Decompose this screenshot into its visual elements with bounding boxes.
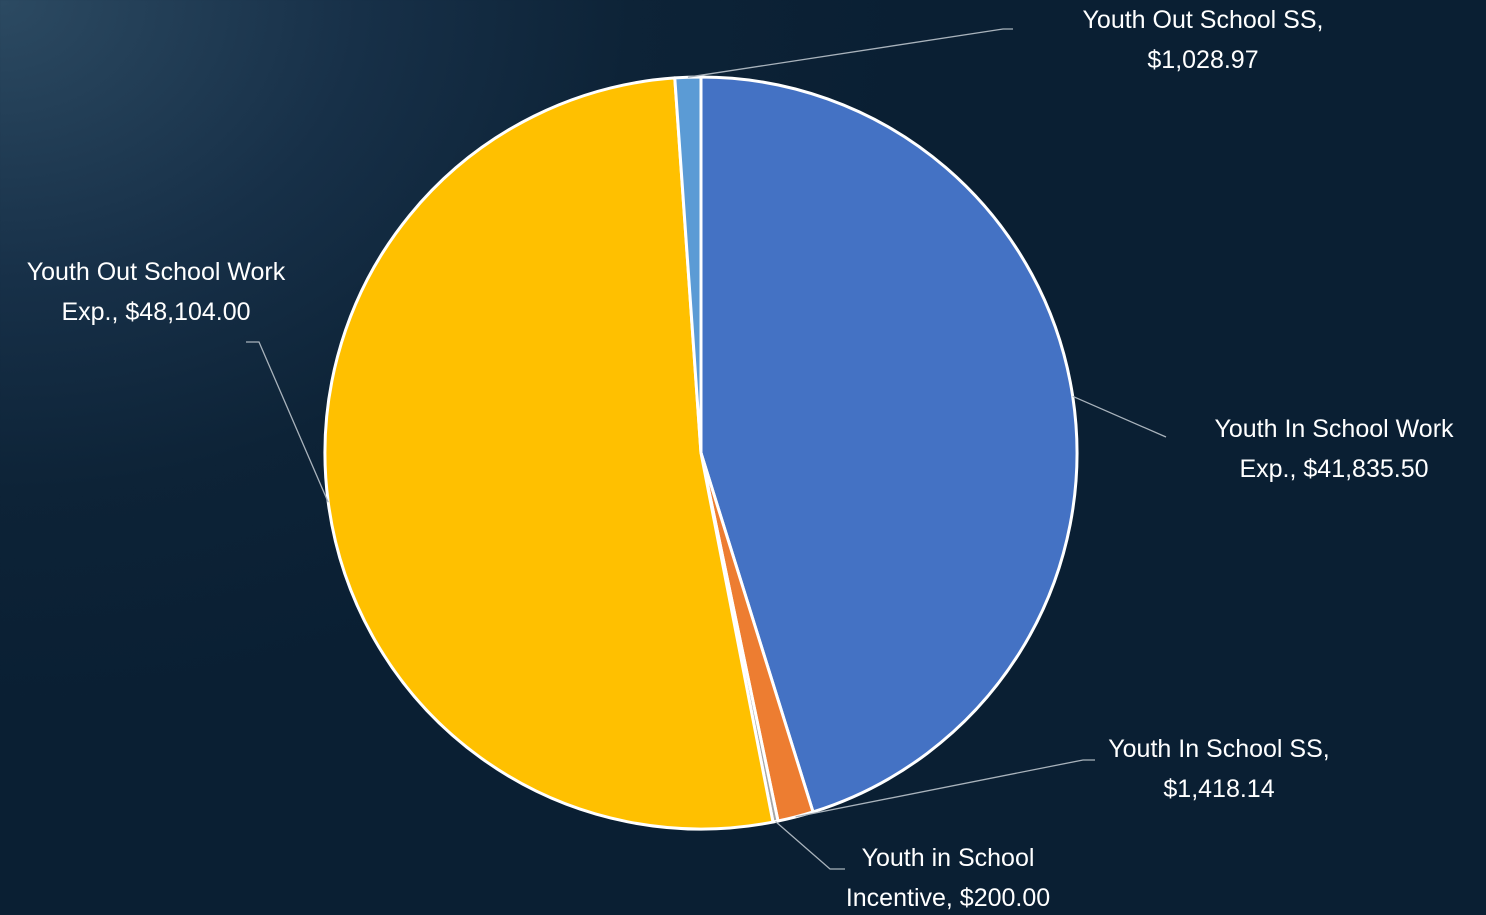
leader-line: [246, 341, 329, 503]
data-label-line: Exp., $48,104.00: [61, 298, 251, 326]
data-label-youth-out-school-ss: Youth Out School SS, $1,028.97: [1083, 0, 1324, 80]
data-label-youth-in-school-work-exp: Youth In School Work Exp., $41,835.50: [1214, 409, 1453, 489]
data-label-line: Exp., $41,835.50: [1239, 455, 1429, 483]
leader-line: [687, 28, 1013, 78]
data-label-line: Youth Out School Work: [26, 258, 286, 286]
leader-line: [795, 759, 1095, 818]
data-label-line: Youth in School: [861, 844, 1035, 872]
data-label-youth-in-school-incentive: Youth in School Incentive, $200.00: [846, 838, 1050, 915]
data-label-youth-out-school-work-exp: Youth Out School Work Exp., $48,104.00: [27, 252, 285, 332]
data-label-line: Youth In School Work: [1214, 415, 1454, 443]
data-label-line: $1,028.97: [1147, 46, 1259, 74]
data-label-line: Incentive, $200.00: [845, 884, 1051, 912]
leader-lines: [246, 28, 1167, 870]
pie-slices: [323, 75, 1079, 831]
pie-slice-youth-out-school-work-exp: [323, 76, 775, 831]
leader-line: [775, 821, 845, 870]
data-label-line: Youth Out School SS,: [1082, 6, 1324, 34]
pie-slice-youth-in-school-work-exp: [699, 75, 1079, 814]
leader-line: [1072, 395, 1167, 438]
data-label-line: Youth In School SS,: [1108, 735, 1330, 763]
pie-slice-youth-out-school-ss: [673, 75, 703, 455]
data-label-line: $1,418.14: [1163, 775, 1275, 803]
data-label-youth-in-school-ss: Youth In School SS, $1,418.14: [1108, 729, 1329, 809]
